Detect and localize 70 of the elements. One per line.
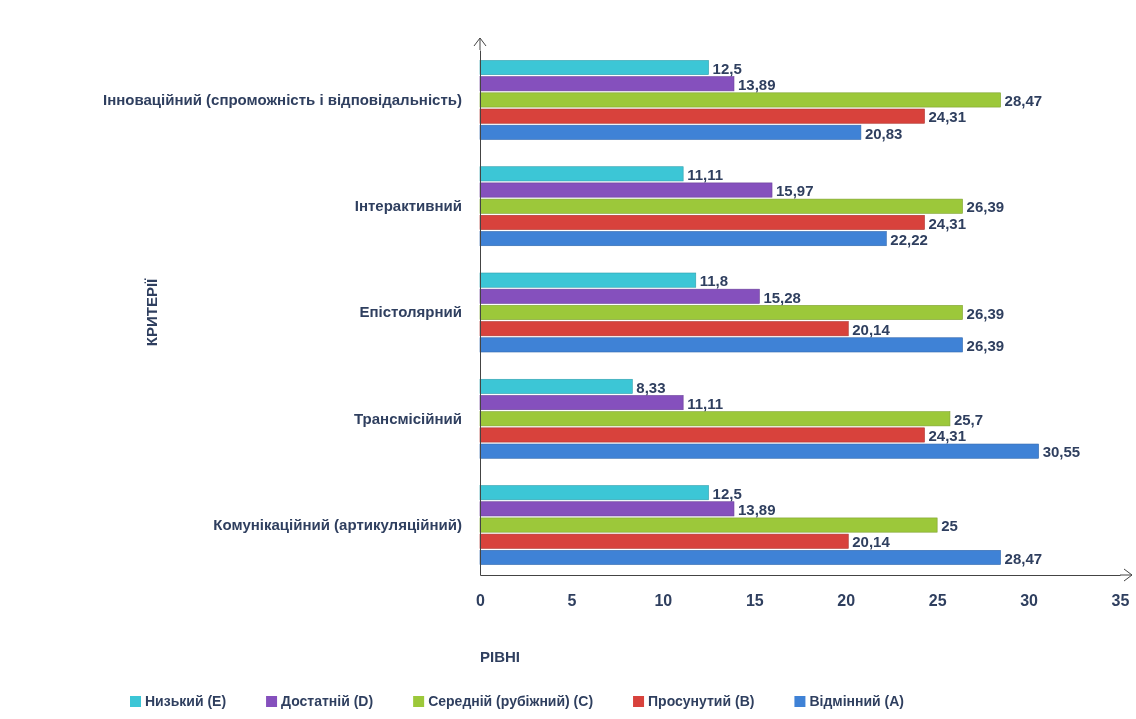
data-label: 28,47: [1004, 549, 1043, 567]
y-tick-label: Інноваційний (спроможність і відповідальність): [102, 90, 462, 108]
bar: [479, 166, 684, 182]
bar: [479, 124, 862, 140]
legend-label: Достатній (D): [281, 693, 374, 709]
bar: [479, 533, 849, 549]
y-tick-label: Епістолярний: [359, 303, 462, 321]
bar: [479, 288, 760, 304]
bar: [479, 550, 1001, 565]
data-label: 24,31: [928, 427, 967, 445]
x-tick-label: 15: [745, 592, 764, 610]
data-label: 15,28: [763, 288, 801, 306]
bar: [479, 60, 709, 75]
y-tick-label: Інтерактивний: [354, 197, 462, 215]
data-label: 30,55: [1042, 443, 1081, 461]
data-label: 8,33: [636, 378, 666, 396]
data-label: 26,39: [966, 198, 1005, 216]
data-label: 22,22: [890, 230, 928, 248]
data-label: 11,8: [699, 272, 729, 290]
bar: [479, 517, 938, 533]
bar: [479, 411, 951, 427]
y-axis-title: КРИТЕРІЇ: [143, 277, 160, 347]
data-label: 13,89: [737, 76, 776, 94]
x-tick-label: 5: [567, 592, 577, 610]
bar: [479, 182, 773, 198]
y-tick-label: Трансмісійний: [354, 409, 462, 427]
data-label: 26,39: [966, 304, 1005, 322]
bar: [479, 231, 887, 247]
x-tick-label: 30: [1020, 592, 1039, 610]
data-label: 11,11: [687, 394, 724, 412]
bar: [479, 76, 735, 92]
bar: [479, 427, 925, 443]
bar: [479, 214, 925, 230]
bar: [479, 485, 709, 501]
data-label: 24,31: [928, 108, 967, 126]
bar: [479, 395, 684, 411]
x-tick-label: 10: [654, 592, 673, 610]
legend-label: Відмінний (A): [809, 693, 905, 709]
data-label: 13,89: [737, 501, 776, 519]
data-label: 20,83: [864, 124, 903, 142]
bar: [479, 92, 1001, 108]
legend-label: Середній (рубіжний) (C): [428, 693, 594, 709]
data-label: 20,14: [852, 320, 891, 338]
data-label: 15,97: [776, 182, 814, 200]
data-label: 20,14: [852, 533, 891, 551]
bar: [479, 272, 697, 288]
data-label: 25,7: [953, 411, 984, 429]
legend-label: Низький (E): [145, 693, 227, 709]
x-tick-label: 35: [1111, 592, 1130, 610]
y-tick-label: Комунікаційний (артикуляційний): [213, 515, 462, 533]
bar: [479, 108, 925, 124]
bar: [479, 321, 849, 337]
legend-label: Просунутий (B): [648, 693, 755, 709]
data-label: 12,5: [712, 484, 742, 502]
bar: [479, 378, 633, 394]
x-tick-label: 20: [837, 592, 856, 610]
x-tick-label: 25: [928, 592, 947, 610]
bar: [479, 198, 963, 214]
data-label: 24,31: [928, 214, 967, 232]
data-label: 28,47: [1004, 92, 1043, 110]
bar: [479, 337, 963, 353]
data-label: 12,5: [712, 59, 742, 77]
bar: [479, 443, 1039, 459]
data-label: 26,39: [966, 337, 1005, 355]
data-label: 11,11: [687, 166, 724, 184]
bar: [479, 305, 963, 320]
data-label: 25: [941, 517, 958, 535]
x-axis-title: РІВНІ: [480, 648, 521, 665]
bar: [479, 501, 735, 517]
x-tick-label: 0: [476, 592, 486, 610]
